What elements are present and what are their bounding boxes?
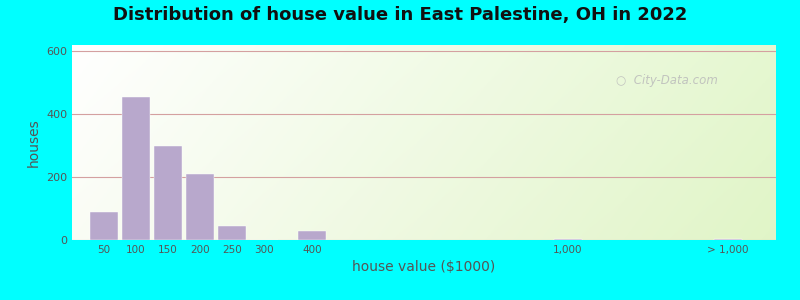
Text: ○  City-Data.com: ○ City-Data.com: [616, 74, 718, 87]
Text: Distribution of house value in East Palestine, OH in 2022: Distribution of house value in East Pale…: [113, 6, 687, 24]
Bar: [298, 231, 326, 240]
Bar: [122, 97, 150, 240]
Bar: [90, 212, 118, 240]
Bar: [154, 146, 182, 240]
Bar: [714, 239, 742, 240]
Bar: [186, 174, 214, 240]
Y-axis label: houses: houses: [26, 118, 41, 167]
Bar: [554, 239, 582, 240]
X-axis label: house value ($1000): house value ($1000): [352, 260, 496, 274]
Bar: [218, 226, 246, 240]
